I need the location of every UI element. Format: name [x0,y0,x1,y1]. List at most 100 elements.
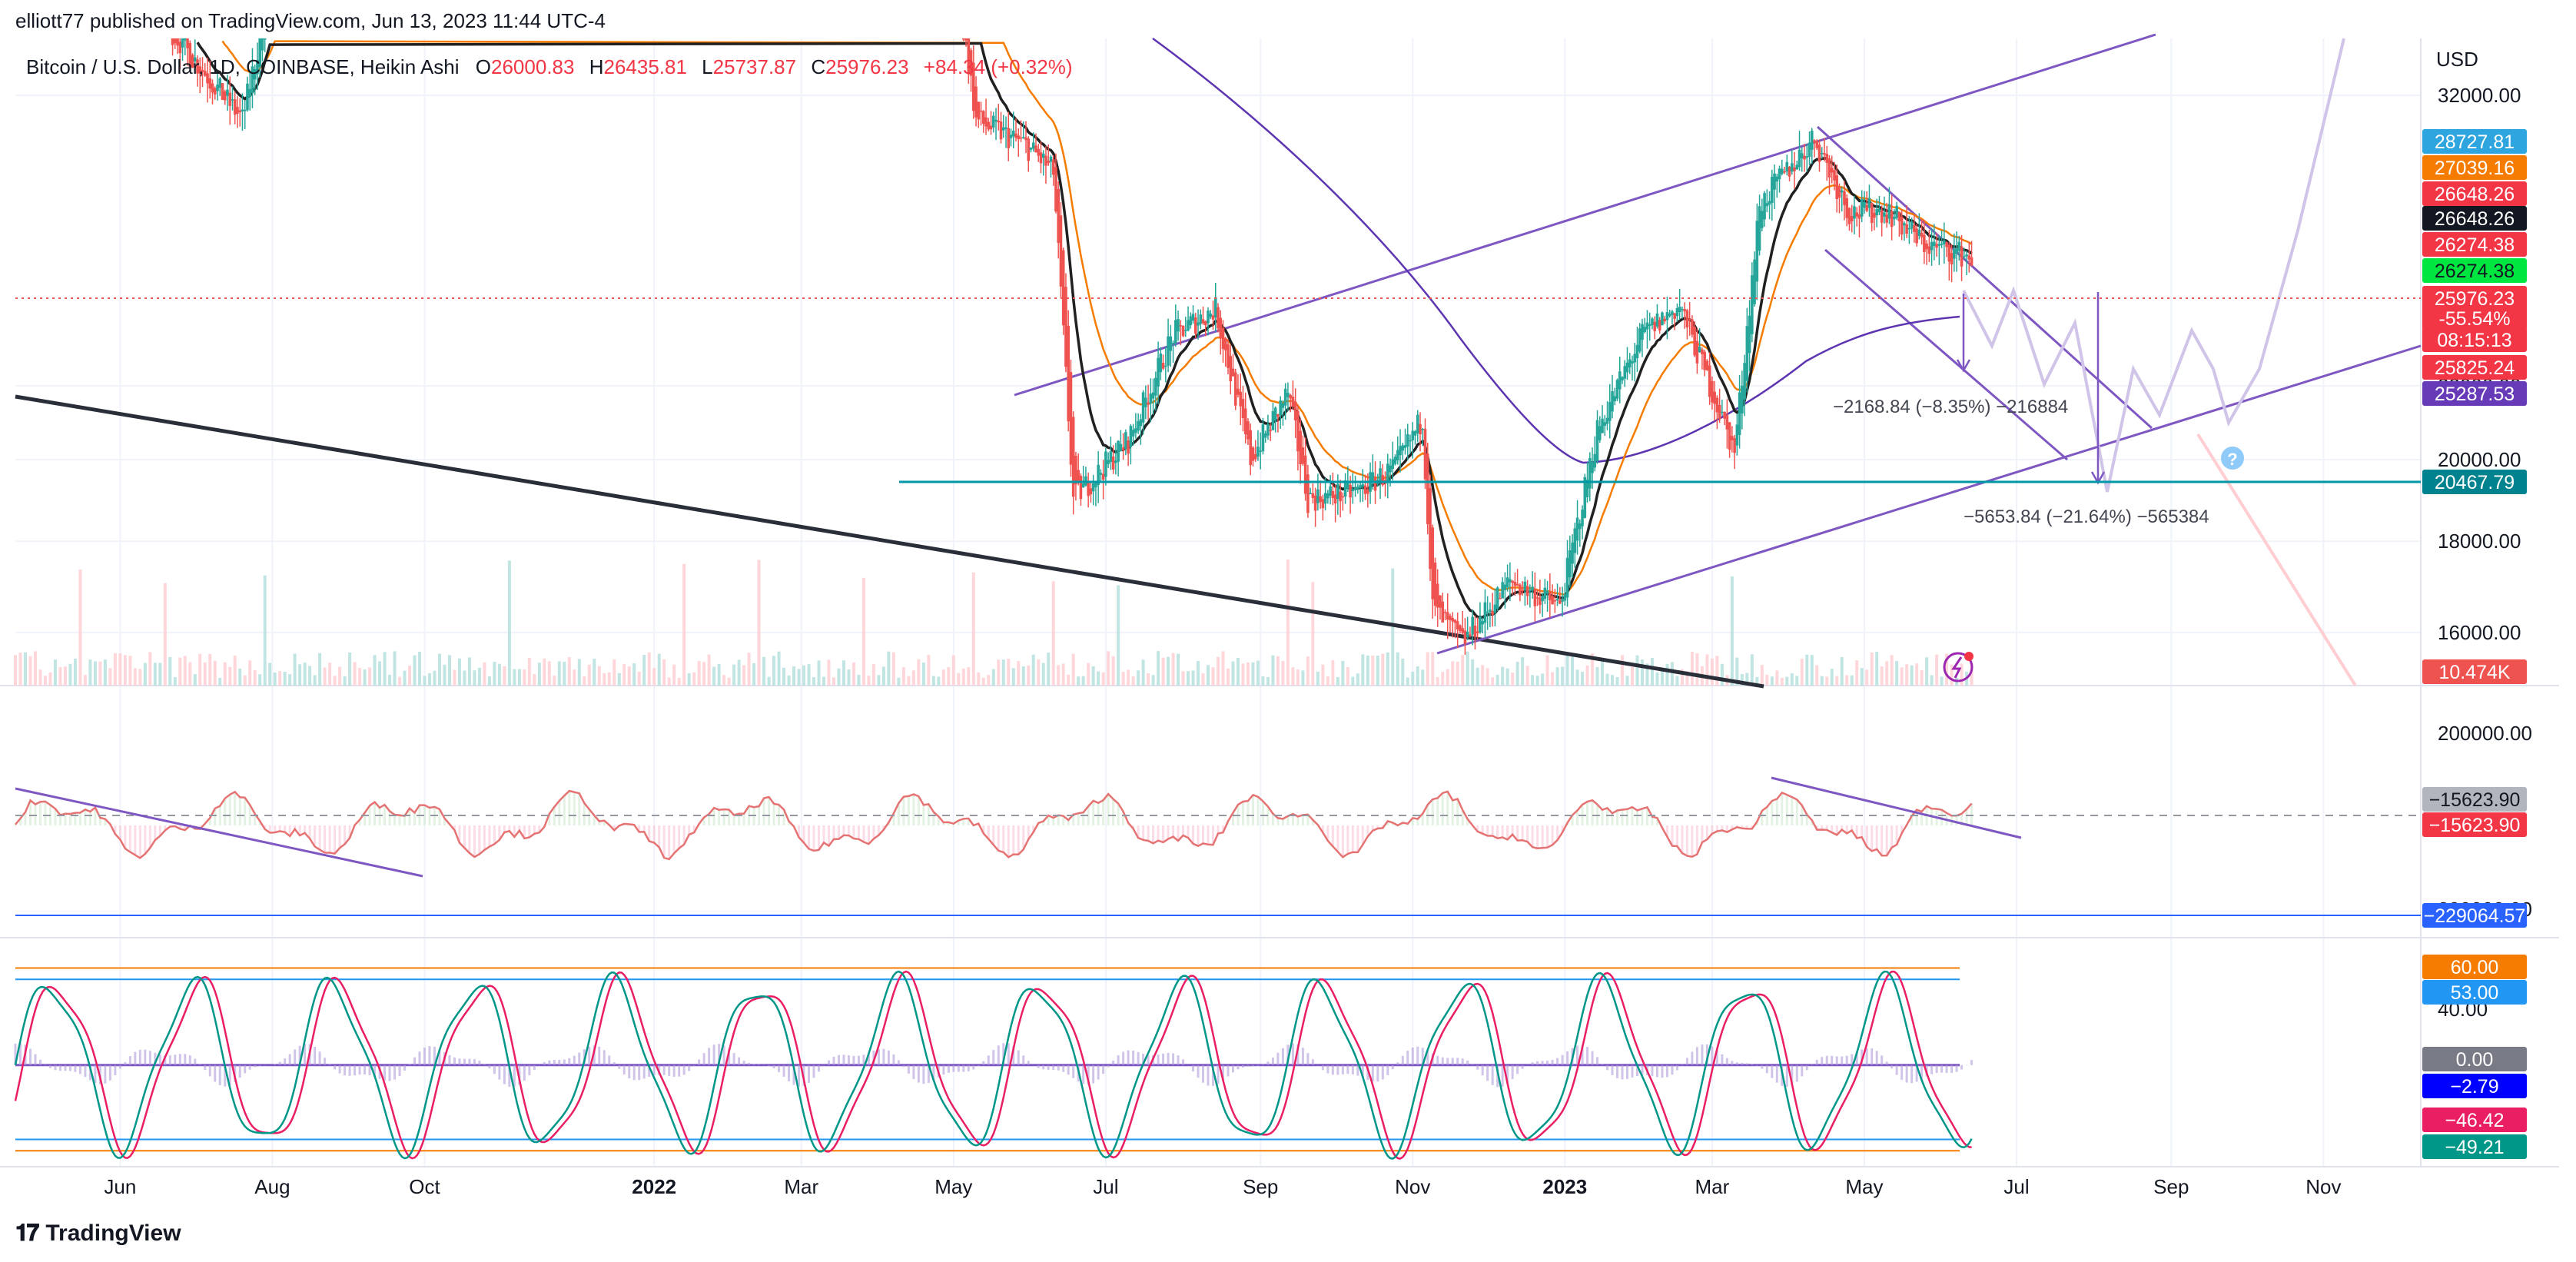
candle-body [1249,430,1253,466]
candle-body [1913,224,1916,232]
candle-body [1541,596,1544,602]
help-icon[interactable]: ? [2221,447,2244,470]
x-tick-label: Mar [784,1175,818,1198]
candle-body [1493,604,1497,613]
volume-bar [527,657,531,686]
volume-bar [1406,677,1409,686]
candle-body [1269,430,1272,431]
volume-bar [1840,657,1844,686]
volume-bar [388,674,392,686]
volume-bar [14,655,17,686]
volume-bar [1111,656,1115,686]
candle-body [1471,616,1474,635]
volume-bar [812,677,816,686]
candle-body [1543,587,1547,599]
volume-bar [1061,663,1065,686]
candle-body [1533,588,1537,606]
volume-bar [338,666,342,686]
candle-body [987,121,991,130]
candle-body [1625,362,1629,373]
candle-body [1353,487,1357,490]
volume-bar [1935,654,1939,686]
candle-body [1413,430,1417,436]
volume-bar [318,653,322,686]
projected-decline-line[interactable] [2196,433,2357,687]
candle-body [181,38,184,48]
ma-200-purple[interactable] [1152,37,1960,464]
candle-body [1691,319,1694,335]
candle-body [1047,161,1051,164]
candle-body [1897,211,1901,222]
volume-bar [1346,666,1349,686]
candle-body [208,78,212,89]
channel-lower-line[interactable] [1436,344,2422,655]
volume-bar [722,675,726,686]
candle-body [1174,320,1177,344]
volume-bar [1131,676,1135,686]
volume-bar [1970,663,1973,686]
volume-bar [93,661,97,686]
channel-upper-line[interactable] [1014,33,2156,397]
volume-bar [1306,656,1310,686]
candle-body [201,70,204,72]
volume-bar [817,660,821,686]
volume-bar [1915,663,1919,686]
tradingview-brand[interactable]: 𝟏𝟕 TradingView [15,1220,181,1247]
volume-bar [1261,676,1265,686]
candle-body [1149,394,1153,404]
candle-body [1131,430,1135,437]
volume-bar [1266,676,1270,686]
volume-bar [437,653,441,686]
candle-body [1783,171,1786,173]
volume-bar [1416,666,1419,686]
oscillator-trendline-left[interactable] [15,787,423,878]
volume-bar [1017,661,1021,686]
oscillator-trendline-right[interactable] [1771,776,2022,839]
volume-bar [1197,660,1200,686]
candle-body [261,38,264,51]
candle-body [1768,201,1771,205]
projected-wave-path[interactable] [1962,38,2345,493]
volume-bar [1007,659,1011,686]
candle-body [1114,460,1117,463]
volume-bar [1161,657,1165,686]
candle-body [1635,344,1639,358]
candle-body [1765,203,1769,207]
lightning-alert-icon[interactable] [1943,652,1973,682]
candle-body [1511,580,1514,583]
volume-bar [1605,673,1609,686]
candle-body [1286,393,1290,397]
candle-body [1386,463,1389,481]
candle-body [1645,322,1649,330]
osc-price-tag [2422,903,2527,928]
volume-bar [712,666,716,686]
falling-wedge-upper[interactable] [1816,125,2153,430]
volume-bar [238,668,242,686]
volume-bar [18,653,22,686]
candle-body [984,117,988,127]
candle-body [1525,586,1529,596]
volume-bar [178,657,182,686]
candle-body [1189,316,1193,326]
candle-body [1965,254,1968,257]
volume-bar [188,662,192,686]
volume-bar [1535,676,1539,686]
candle-body [1409,440,1412,442]
volume-bar [573,669,576,686]
volume-bar [1141,659,1145,686]
candle-body [1621,377,1624,380]
candle-body [1708,365,1711,397]
volume-bar [757,560,761,686]
falling-wedge-lower[interactable] [1824,248,2068,461]
candle-body [1137,420,1140,431]
candle-body [1193,317,1197,334]
candle-body [1031,142,1035,149]
volume-bar [303,663,307,686]
volume-bar [1765,674,1769,686]
candle-body [1359,485,1362,488]
candle-body [1239,391,1243,407]
volume-bar [1730,576,1734,686]
volume-bar [861,577,865,686]
time-axis[interactable]: Jun Aug Oct 2022 Mar May Jul Sep Nov 2023 Mar May Ju… [104,1175,2341,1198]
